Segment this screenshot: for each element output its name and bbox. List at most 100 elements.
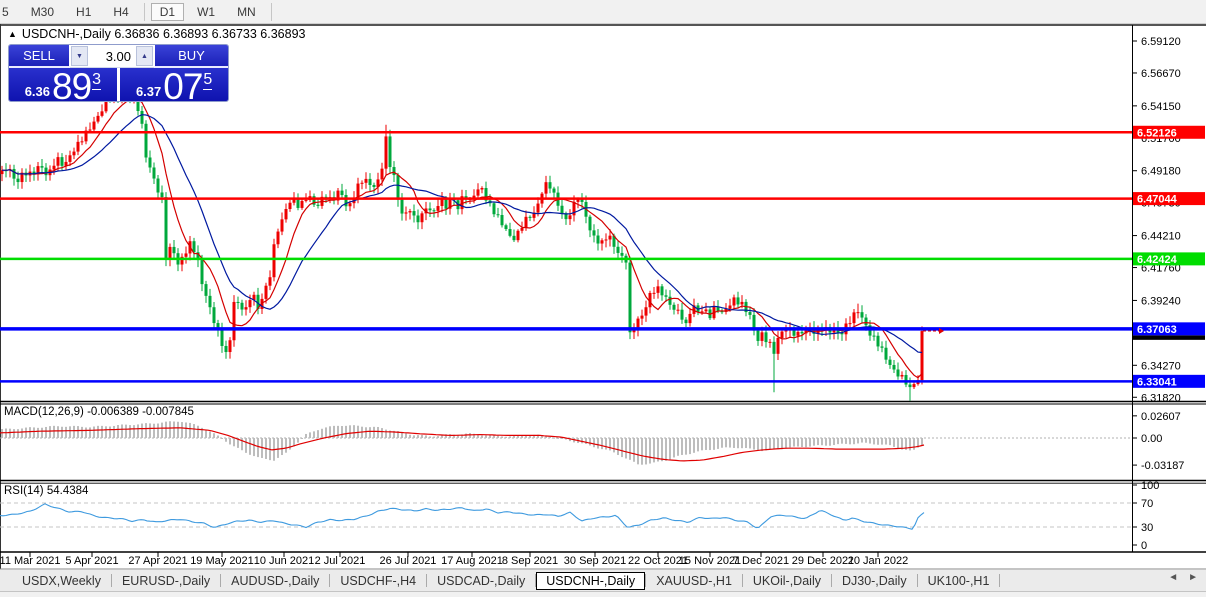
collapse-triangle-icon[interactable]: ▲ [8, 29, 17, 39]
macd-bar [113, 425, 115, 438]
macd-bar [545, 436, 547, 438]
macd-bar [209, 431, 211, 438]
tab-uk100-h1[interactable]: UK100-,H1 [927, 573, 990, 588]
candle-body [896, 369, 900, 377]
candle-body [688, 313, 692, 324]
macd-bar [325, 427, 327, 438]
tab-scroll-right-icon[interactable]: ► [1188, 572, 1198, 583]
volume-increase-icon[interactable]: ▲ [136, 46, 153, 66]
tab-divider [916, 574, 918, 587]
candle-body [784, 330, 788, 332]
tab-usdchf-h4[interactable]: USDCHF-,H4 [340, 573, 417, 588]
candle-body [672, 304, 676, 310]
macd-bar [341, 426, 343, 438]
macd-bar [453, 434, 455, 438]
sell-button[interactable]: SELL [9, 45, 70, 68]
tab-dj30-daily[interactable]: DJ30-,Daily [841, 573, 907, 588]
macd-bar [85, 427, 87, 438]
macd-bar [69, 426, 71, 438]
tab-usdx-weekly[interactable]: USDX,Weekly [22, 573, 101, 588]
timeframe-button-5[interactable]: 5 [2, 4, 9, 19]
timeframe-button-W1[interactable]: W1 [197, 4, 216, 19]
timeframe-button-H4[interactable]: H4 [113, 4, 129, 19]
candle-body [500, 215, 504, 226]
tab-divider [741, 574, 743, 587]
toolbar-divider [270, 2, 272, 21]
tab-eurusd-daily[interactable]: EURUSD-,Daily [121, 573, 211, 588]
macd-bar [477, 434, 479, 438]
tab-scroll-left-icon[interactable]: ◄ [1168, 572, 1179, 583]
candle-body [296, 198, 300, 208]
timeframe-button-H1[interactable]: H1 [76, 4, 92, 19]
macd-bar [353, 425, 355, 438]
macd-bar [201, 427, 203, 438]
candle-body [664, 295, 668, 297]
date-axis-label: 17 Aug 2021 [441, 555, 503, 567]
tab-ukoil-daily[interactable]: UKOil-,Daily [752, 573, 821, 588]
candle-body [192, 241, 196, 253]
macd-bar [513, 435, 515, 438]
candle-body [512, 235, 516, 241]
macd-bar [765, 438, 767, 451]
candle-body [32, 171, 36, 175]
macd-bar [833, 438, 835, 446]
buy-button[interactable]: BUY [154, 45, 228, 68]
macd-bar [913, 438, 915, 450]
macd-bar [569, 438, 571, 442]
buy-price-box[interactable]: 6.37 07 5 [119, 68, 228, 101]
macd-bar [841, 438, 843, 444]
candle-body [880, 346, 884, 348]
tab-usdcnh-daily[interactable]: USDCNH-,Daily [536, 571, 646, 590]
tab-audusd-daily[interactable]: AUDUSD-,Daily [231, 573, 320, 588]
buy-price-small: 6.37 [135, 84, 162, 99]
tab-scroll-arrows: ◄ ► [1168, 572, 1198, 583]
volume-field[interactable]: 3.00 [105, 48, 131, 64]
candle-body [448, 199, 452, 209]
timeframe-button-M30[interactable]: M30 [30, 4, 55, 19]
macd-bar [49, 426, 51, 438]
timeframe-toolbar: 5 M30 H1 H4 D1 W1 MN [0, 0, 1206, 24]
candle-body [852, 312, 856, 324]
candle-body [640, 315, 644, 319]
candle-body [636, 318, 640, 330]
candle-body [300, 200, 304, 208]
candle-body [716, 306, 720, 312]
macd-bar [473, 433, 475, 438]
rsi-panel [0, 502, 1132, 530]
candle-body [616, 246, 620, 253]
macd-bar [557, 437, 559, 439]
candle-body [64, 161, 68, 166]
macd-bar [221, 438, 223, 439]
candle-body [284, 209, 288, 220]
candle-body [168, 246, 172, 260]
candle-body [240, 302, 244, 310]
price-level-badge [1133, 252, 1205, 266]
chart-title: ▲ USDCNH-,Daily 6.36836 6.36893 6.36733 6… [8, 27, 305, 41]
macd-bar [773, 438, 775, 450]
macd-bar [465, 433, 467, 438]
macd-bar [29, 427, 31, 438]
candle-body [224, 345, 228, 353]
sell-price-box[interactable]: 6.36 89 3 [9, 68, 118, 101]
candle-body [760, 332, 764, 341]
price-level-badge [1133, 125, 1205, 139]
volume-spinner: ▼ 3.00 ▲ [70, 45, 154, 68]
chart-canvas[interactable]: 6.591206.566706.541506.517006.491806.467… [0, 0, 1206, 570]
macd-bar [117, 425, 119, 438]
candle-body [220, 329, 224, 346]
date-axis-label: 30 Sep 2021 [564, 555, 626, 567]
macd-bar [281, 438, 283, 456]
macd-bar [385, 429, 387, 438]
timeframe-button-D1[interactable]: D1 [150, 2, 185, 21]
volume-decrease-icon[interactable]: ▼ [71, 46, 88, 66]
tab-usdcad-daily[interactable]: USDCAD-,Daily [437, 573, 526, 588]
macd-panel [0, 421, 1132, 465]
candle-body [588, 216, 592, 231]
macd-bar [317, 430, 319, 438]
timeframe-button-MN[interactable]: MN [237, 4, 256, 19]
candle-body [16, 178, 20, 183]
toolbar-divider [143, 2, 145, 21]
candle-body [232, 301, 236, 341]
tab-xauusd-h1[interactable]: XAUUSD-,H1 [656, 573, 732, 588]
candle-body [776, 337, 780, 354]
